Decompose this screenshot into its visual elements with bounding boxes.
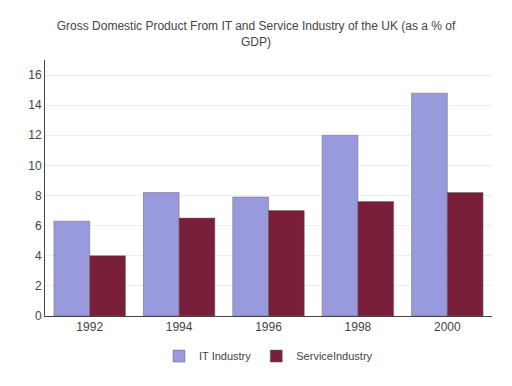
svg-text:1994: 1994	[166, 320, 193, 334]
svg-text:ServiceIndustry: ServiceIndustry	[296, 350, 372, 362]
svg-text:0: 0	[35, 309, 42, 323]
svg-text:1996: 1996	[255, 320, 282, 334]
svg-text:1998: 1998	[345, 320, 372, 334]
svg-text:2000: 2000	[434, 320, 461, 334]
svg-text:4: 4	[35, 249, 42, 263]
svg-text:14: 14	[28, 98, 42, 112]
svg-text:10: 10	[28, 159, 42, 173]
svg-text:8: 8	[35, 189, 42, 203]
svg-text:16: 16	[28, 68, 42, 82]
svg-text:2: 2	[35, 279, 42, 293]
svg-text:12: 12	[28, 128, 42, 142]
svg-text:Gross Domestic Product From IT: Gross Domestic Product From IT and Servi…	[57, 19, 456, 49]
svg-text:6: 6	[35, 219, 42, 233]
svg-text:IT Industry: IT Industry	[199, 350, 251, 362]
svg-text:1992: 1992	[76, 320, 103, 334]
